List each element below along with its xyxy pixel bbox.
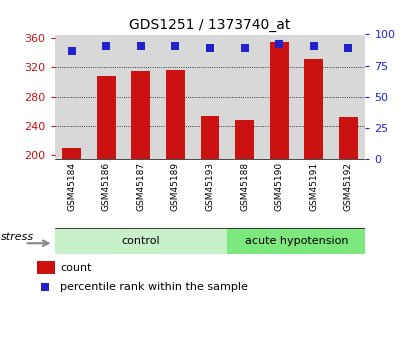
Text: GSM45189: GSM45189 bbox=[171, 162, 180, 211]
Bar bbox=[227, 228, 365, 254]
Text: GSM45184: GSM45184 bbox=[67, 162, 76, 211]
Text: GSM45191: GSM45191 bbox=[309, 162, 318, 211]
Text: GSM45192: GSM45192 bbox=[344, 162, 353, 211]
Text: GSM45186: GSM45186 bbox=[102, 162, 111, 211]
Bar bbox=[235, 120, 254, 159]
Text: GSM45193: GSM45193 bbox=[205, 162, 215, 211]
Text: GSM45188: GSM45188 bbox=[240, 162, 249, 211]
Text: percentile rank within the sample: percentile rank within the sample bbox=[60, 283, 248, 292]
Text: GSM45187: GSM45187 bbox=[136, 162, 145, 211]
Text: GSM45190: GSM45190 bbox=[275, 162, 284, 211]
Bar bbox=[63, 148, 81, 159]
Title: GDS1251 / 1373740_at: GDS1251 / 1373740_at bbox=[129, 18, 291, 32]
Point bbox=[172, 43, 179, 48]
Text: count: count bbox=[60, 263, 92, 273]
Text: stress: stress bbox=[1, 232, 34, 242]
Bar bbox=[270, 42, 289, 159]
Bar bbox=[200, 116, 220, 159]
Bar bbox=[166, 70, 185, 159]
Bar bbox=[304, 59, 323, 159]
Point bbox=[42, 285, 49, 290]
Point bbox=[103, 43, 110, 48]
Bar bbox=[131, 71, 150, 159]
Bar bbox=[55, 228, 227, 254]
Text: control: control bbox=[122, 236, 160, 246]
Text: acute hypotension: acute hypotension bbox=[244, 236, 348, 246]
Point bbox=[207, 46, 213, 51]
Point bbox=[345, 46, 352, 51]
Point bbox=[241, 46, 248, 51]
Point bbox=[276, 42, 282, 47]
Point bbox=[310, 43, 317, 48]
Bar bbox=[37, 261, 55, 274]
Point bbox=[138, 43, 144, 48]
Bar bbox=[339, 117, 357, 159]
Point bbox=[68, 48, 75, 53]
Bar bbox=[97, 76, 116, 159]
